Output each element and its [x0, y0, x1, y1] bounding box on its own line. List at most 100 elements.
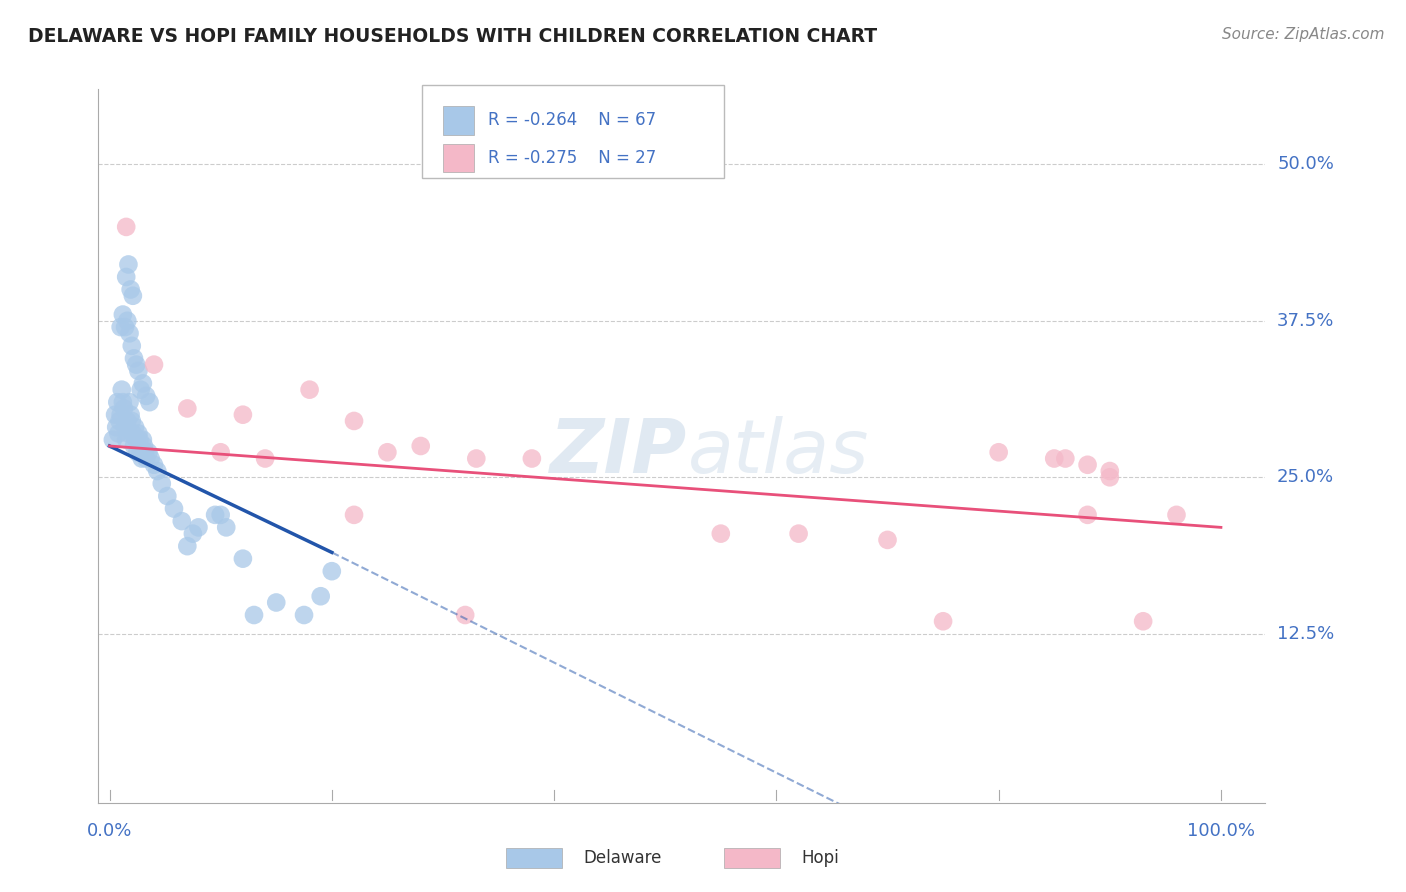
Text: 25.0%: 25.0% [1277, 468, 1334, 486]
Point [1043, 451, 1066, 466]
Text: 50.0%: 50.0% [1277, 155, 1334, 173]
Point [787, 526, 810, 541]
Point [122, 289, 145, 303]
Point [135, 451, 157, 466]
Point [112, 401, 135, 416]
Point [121, 339, 143, 353]
Point [298, 383, 321, 397]
Text: 100.0%: 100.0% [1187, 822, 1256, 839]
Point [111, 395, 134, 409]
Point [1098, 464, 1121, 478]
Point [710, 526, 733, 541]
Text: 12.5%: 12.5% [1277, 624, 1334, 643]
Point [101, 433, 124, 447]
Point [143, 358, 166, 372]
Point [128, 433, 150, 447]
Point [110, 320, 132, 334]
Point [132, 376, 155, 391]
Point [150, 476, 173, 491]
Point [377, 445, 399, 459]
Point [122, 439, 145, 453]
Text: R = -0.275    N = 27: R = -0.275 N = 27 [488, 149, 657, 167]
Point [105, 420, 128, 434]
Point [117, 414, 139, 428]
Text: Hopi: Hopi [801, 849, 839, 867]
Point [170, 514, 193, 528]
Point [125, 433, 148, 447]
Point [125, 358, 148, 372]
Point [520, 451, 543, 466]
Point [129, 445, 152, 459]
Point [264, 595, 287, 609]
Point [1077, 458, 1099, 472]
Point [139, 451, 162, 466]
Point [409, 439, 432, 453]
Point [232, 408, 254, 422]
Point [111, 383, 134, 397]
Point [118, 395, 141, 409]
Point [1132, 614, 1154, 628]
Point [107, 426, 129, 441]
Point [117, 426, 139, 441]
Point [122, 351, 145, 366]
Point [1098, 470, 1121, 484]
Text: R = -0.264    N = 67: R = -0.264 N = 67 [488, 112, 657, 129]
Point [465, 451, 488, 466]
Point [1077, 508, 1099, 522]
Point [176, 401, 198, 416]
Point [176, 539, 198, 553]
Point [209, 445, 232, 459]
Point [108, 414, 131, 428]
Point [117, 257, 139, 271]
Point [232, 551, 254, 566]
Text: 0.0%: 0.0% [87, 822, 132, 839]
Point [987, 445, 1010, 459]
Point [138, 445, 160, 459]
Point [131, 451, 153, 466]
Point [1054, 451, 1077, 466]
Point [134, 445, 156, 459]
Point [114, 320, 136, 334]
Point [876, 533, 898, 547]
Point [1166, 508, 1188, 522]
Point [138, 395, 160, 409]
Point [122, 426, 145, 441]
Text: DELAWARE VS HOPI FAMILY HOUSEHOLDS WITH CHILDREN CORRELATION CHART: DELAWARE VS HOPI FAMILY HOUSEHOLDS WITH … [28, 27, 877, 45]
Point [292, 607, 315, 622]
Point [127, 364, 149, 378]
Point [309, 589, 332, 603]
Point [127, 426, 149, 441]
Point [110, 408, 132, 422]
Point [132, 433, 155, 447]
Point [181, 526, 204, 541]
Point [117, 314, 139, 328]
Point [132, 439, 155, 453]
Point [114, 420, 136, 434]
Point [187, 520, 209, 534]
Point [105, 395, 128, 409]
Point [129, 383, 152, 397]
Point [124, 420, 146, 434]
Point [321, 564, 343, 578]
Point [121, 414, 143, 428]
Point [120, 408, 142, 422]
Point [115, 219, 138, 234]
Point [146, 464, 169, 478]
Text: Source: ZipAtlas.com: Source: ZipAtlas.com [1222, 27, 1385, 42]
Point [204, 508, 226, 522]
Point [118, 326, 141, 341]
Text: Delaware: Delaware [583, 849, 662, 867]
Point [135, 389, 157, 403]
Point [163, 501, 186, 516]
Point [156, 489, 179, 503]
Point [120, 283, 142, 297]
Text: atlas: atlas [688, 417, 869, 488]
Point [215, 520, 238, 534]
Point [932, 614, 955, 628]
Point [115, 270, 138, 285]
Point [104, 408, 127, 422]
Point [209, 508, 232, 522]
Point [115, 433, 138, 447]
Text: 37.5%: 37.5% [1277, 312, 1334, 330]
Point [254, 451, 277, 466]
